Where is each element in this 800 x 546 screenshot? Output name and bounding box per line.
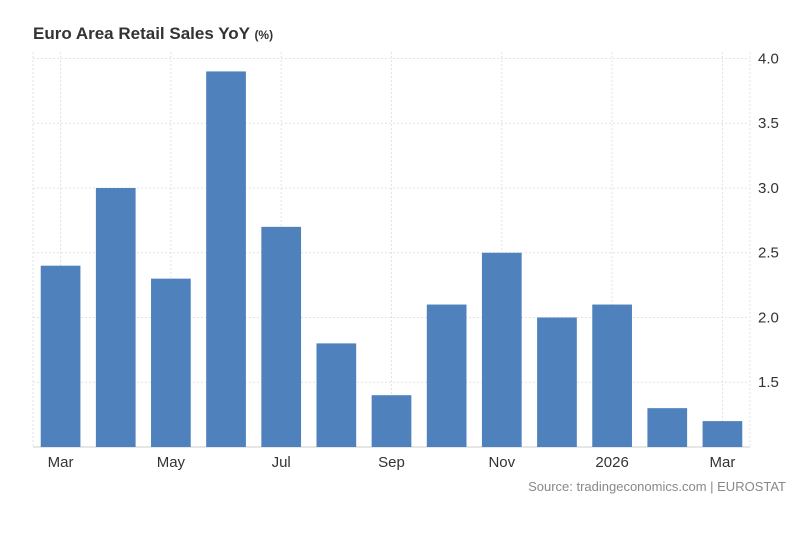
chart-title-text: Euro Area Retail Sales YoY xyxy=(33,24,250,43)
x-tick-label: May xyxy=(157,454,186,471)
bar-aug-5[interactable] xyxy=(316,343,357,447)
x-tick-label: Nov xyxy=(488,454,515,471)
chart-title-unit: (%) xyxy=(254,28,274,42)
y-tick-label: 2.0 xyxy=(758,309,779,326)
x-tick-label: Jul xyxy=(272,454,291,471)
bar-oct-7[interactable] xyxy=(426,304,467,447)
y-tick-label: 2.5 xyxy=(758,245,779,262)
bar-mar-0[interactable] xyxy=(40,265,81,447)
bar-jun-3[interactable] xyxy=(206,71,246,448)
bar-dec-9[interactable] xyxy=(537,317,577,447)
bar-feb-11[interactable] xyxy=(647,408,688,447)
x-tick-label: Mar xyxy=(48,454,74,471)
bar-mar-12[interactable] xyxy=(702,421,743,447)
y-tick-label: 3.0 xyxy=(758,180,779,197)
bar-jul-4[interactable] xyxy=(261,226,302,447)
bar-may-2[interactable] xyxy=(151,278,191,447)
y-tick-label: 1.5 xyxy=(758,374,779,391)
source-note: Source: tradingeconomics.com | EUROSTAT xyxy=(528,479,786,494)
x-tick-label: 2026 xyxy=(595,454,628,471)
grid-lines xyxy=(32,52,751,448)
bars xyxy=(40,71,743,448)
x-tick-label: Sep xyxy=(378,454,405,471)
y-tick-label: 4.0 xyxy=(758,50,779,67)
bar-nov-8[interactable] xyxy=(481,252,522,447)
chart-title: Euro Area Retail Sales YoY (%) xyxy=(33,24,273,44)
bar-2026-10[interactable] xyxy=(592,304,632,447)
x-tick-label: Mar xyxy=(710,454,736,471)
bar-sep-6[interactable] xyxy=(371,395,412,447)
y-tick-label: 3.5 xyxy=(758,115,779,132)
x-axis-ticks: Mar May Jul Sep Nov 2026 Mar xyxy=(48,454,736,471)
y-axis-ticks: 1.5 2.0 2.5 3.0 3.5 4.0 xyxy=(758,50,779,391)
bar-apr-1[interactable] xyxy=(95,187,136,448)
